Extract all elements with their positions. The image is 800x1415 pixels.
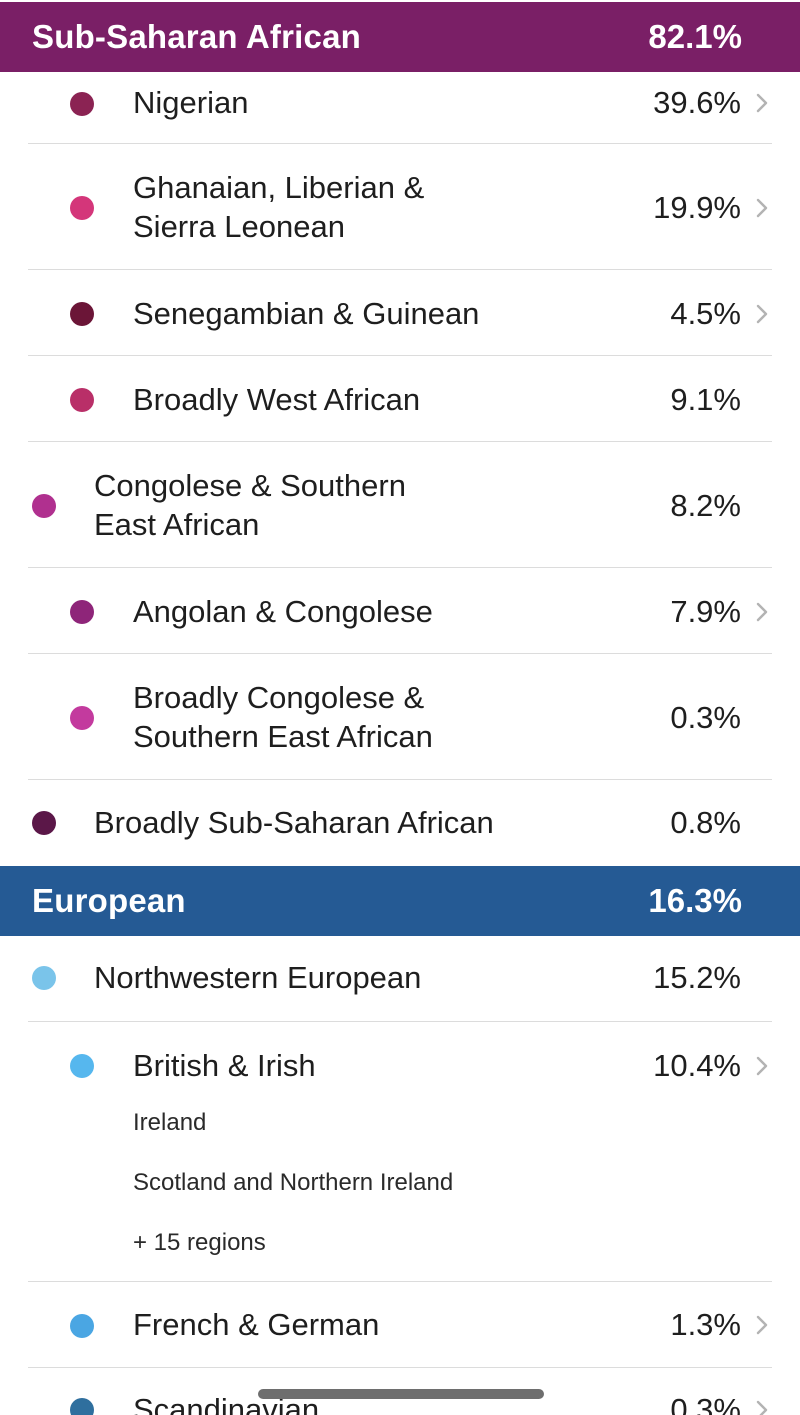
chevron-right-icon	[754, 196, 770, 220]
more-regions-link[interactable]: + 15 regions	[133, 1229, 266, 1256]
color-dot-icon	[70, 92, 94, 116]
row-divider	[28, 1021, 772, 1022]
row-divider	[28, 269, 772, 270]
chevron-right-icon	[754, 600, 770, 624]
population-percent: 15.2%	[653, 960, 741, 995]
chevron-right-icon	[754, 1054, 770, 1078]
population-label: Angolan & Congolese	[133, 594, 433, 629]
population-row-ghanaian-liberian-sierra-leonean[interactable]: Ghanaian, Liberian & Sierra Leonean 19.9…	[0, 144, 800, 270]
population-percent: 8.2%	[670, 488, 741, 523]
group-percent: 82.1%	[648, 18, 742, 55]
region-item-ireland[interactable]: Ireland	[133, 1109, 207, 1136]
population-label: Ghanaian, Liberian & Sierra Leonean	[133, 170, 425, 244]
row-divider	[28, 355, 772, 356]
population-percent: 0.3%	[670, 700, 741, 735]
population-percent: 7.9%	[670, 594, 741, 629]
population-row-northwestern-european: Northwestern European 15.2%	[0, 936, 800, 1022]
chevron-right-icon	[754, 302, 770, 326]
population-percent: 39.6%	[653, 85, 741, 120]
color-dot-icon	[70, 196, 94, 220]
population-row-broadly-sub-saharan-african: Broadly Sub-Saharan African 0.8%	[0, 780, 800, 866]
chevron-right-icon	[754, 1398, 770, 1415]
population-row-broadly-congolese-southern-east-african: Broadly Congolese & Southern East Africa…	[0, 654, 800, 780]
population-label: French & German	[133, 1307, 380, 1342]
row-divider	[28, 143, 772, 144]
group-percent: 16.3%	[648, 882, 742, 919]
population-percent: 10.4%	[653, 1048, 741, 1083]
row-divider	[28, 1281, 772, 1282]
population-row-british-irish[interactable]: British & Irish 10.4% Ireland Scotland a…	[0, 1022, 800, 1282]
population-label: Nigerian	[133, 85, 249, 120]
color-dot-icon	[70, 1398, 94, 1415]
chevron-right-icon	[754, 1313, 770, 1337]
color-dot-icon	[70, 1054, 94, 1078]
color-dot-icon	[32, 966, 56, 990]
population-label: Broadly Congolese & Southern East Africa…	[133, 680, 433, 754]
population-label: British & Irish	[133, 1048, 316, 1083]
color-dot-icon	[70, 600, 94, 624]
row-divider	[28, 653, 772, 654]
row-divider	[28, 1367, 772, 1368]
color-dot-icon	[70, 388, 94, 412]
population-row-french-german[interactable]: French & German 1.3%	[0, 1282, 800, 1368]
population-row-senegambian-guinean[interactable]: Senegambian & Guinean 4.5%	[0, 270, 800, 356]
population-row-congolese-southern-east-african: Congolese & Southern East African 8.2%	[0, 442, 800, 568]
home-indicator[interactable]	[258, 1389, 544, 1399]
population-percent: 0.3%	[670, 1392, 741, 1415]
chevron-right-icon	[754, 91, 770, 115]
population-row-angolan-congolese[interactable]: Angolan & Congolese 7.9%	[0, 568, 800, 654]
population-row-broadly-west-african: Broadly West African 9.1%	[0, 356, 800, 442]
row-divider	[28, 779, 772, 780]
population-percent: 19.9%	[653, 190, 741, 225]
color-dot-icon	[70, 302, 94, 326]
population-percent: 0.8%	[670, 805, 741, 840]
color-dot-icon	[32, 811, 56, 835]
population-label: Broadly Sub-Saharan African	[94, 805, 494, 840]
population-percent: 1.3%	[670, 1307, 741, 1342]
color-dot-icon	[32, 494, 56, 518]
color-dot-icon	[70, 706, 94, 730]
population-label: Northwestern European	[94, 960, 422, 995]
population-percent: 4.5%	[670, 296, 741, 331]
row-divider	[28, 441, 772, 442]
population-label: Senegambian & Guinean	[133, 296, 480, 331]
population-label: Congolese & Southern East African	[94, 468, 406, 542]
region-item-scotland-northern-ireland[interactable]: Scotland and Northern Ireland	[133, 1169, 454, 1196]
group-header-european[interactable]: European 16.3%	[0, 866, 800, 936]
group-label: Sub-Saharan African	[32, 18, 361, 55]
population-label: Broadly West African	[133, 382, 421, 417]
population-percent: 9.1%	[670, 382, 741, 417]
group-label: European	[32, 882, 186, 919]
population-row-nigerian[interactable]: Nigerian 39.6%	[0, 72, 800, 144]
color-dot-icon	[70, 1314, 94, 1338]
row-divider	[28, 567, 772, 568]
group-header-sub-saharan-african[interactable]: Sub-Saharan African 82.1%	[0, 2, 800, 72]
